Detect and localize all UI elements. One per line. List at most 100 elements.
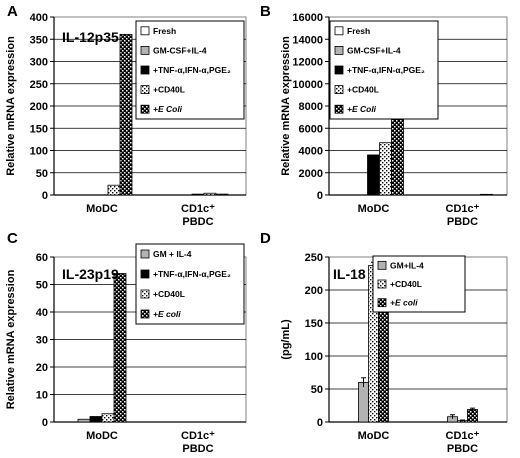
panel-d: D 0 50 100 150 200 250 (pg/mL) MoDC CD1c⁺PBDC IL-1… <box>260 230 508 455</box>
legend-swatch <box>377 279 387 289</box>
legend-swatch <box>140 85 150 94</box>
x-category-label: CD1c⁺ <box>446 430 480 442</box>
y-tick-label: 400 <box>30 12 48 24</box>
legend-swatch <box>334 46 344 55</box>
y-tick-label: 150 <box>30 123 48 135</box>
y-tick-label: 50 <box>311 384 323 396</box>
x-category-label-line2: PBDC <box>182 216 213 228</box>
bar-cd40l-modc <box>101 413 115 423</box>
bar-cd40l-modc <box>107 184 121 196</box>
bar-cd40l-cd1c <box>203 192 217 196</box>
legend: GM + IL-4 +TNF-α,IFN-α,PGE₂ +CD40L +E coli <box>135 243 245 325</box>
legend-label-fresh: Fresh <box>153 26 176 36</box>
legend-label-gm-csf-il-4: GM-CSF+IL-4 <box>153 45 207 55</box>
panel-a: A 0 50 100 150 200 250 300 350 400 Relative mRNA e… <box>5 3 247 228</box>
legend: Fresh GM-CSF+IL-4 +TNF-α,IFN-α,PGE₂ +CD40L +… <box>329 20 439 120</box>
y-tick-label: 12000 <box>292 57 323 69</box>
y-tick-label: 2000 <box>299 168 323 180</box>
y-tick-label: 100 <box>305 351 323 363</box>
y-tick-label: 14000 <box>292 34 323 46</box>
bar-tnf-ifn-pge-modc <box>367 154 380 196</box>
legend-swatch <box>377 298 387 308</box>
bar-e-coli-cd1c <box>215 193 229 196</box>
chart-title: IL-12p35 <box>62 29 119 45</box>
legend-label-e-coli: +E Coli <box>153 104 183 114</box>
y-axis-label: Relative mRNA expression <box>5 269 17 409</box>
y-axis-label: (pg/mL) <box>280 319 292 360</box>
chart-title: IL-23p19 <box>62 266 119 282</box>
y-tick-label: 100 <box>30 146 48 158</box>
legend-swatch <box>334 85 344 94</box>
x-category-label-line2: PBDC <box>447 443 478 455</box>
y-tick-label: 200 <box>30 101 48 113</box>
y-tick-label: 0 <box>317 417 323 429</box>
legend-box <box>135 20 245 120</box>
y-tick-label: 40 <box>36 307 48 319</box>
x-category-label: MoDC <box>86 430 118 442</box>
legend-swatch <box>140 249 150 259</box>
bar-e-coli-modc <box>113 273 127 423</box>
bar-gm-il-4-modc <box>77 418 91 423</box>
bar-gm-il-4-modc <box>358 381 369 423</box>
legend-label-e-coli: +E coli <box>153 309 181 319</box>
legend-box <box>329 20 439 120</box>
y-tick-label: 10000 <box>292 79 323 91</box>
bar-tnf-ifn-pge-cd1c <box>191 193 205 196</box>
legend: Fresh GM-CSF+IL-4 +TNF-α,IFN-α,PGE₂ +CD40L +… <box>135 20 245 120</box>
panel-letter: B <box>260 3 271 20</box>
legend-box <box>135 243 245 325</box>
y-tick-label: 8000 <box>299 101 323 113</box>
x-category-label: MoDC <box>86 203 118 215</box>
legend: GM+IL-4 +CD40L +E coli <box>372 255 466 313</box>
y-tick-label: 250 <box>30 79 48 91</box>
y-tick-label: 0 <box>42 417 48 429</box>
legend-label-gm-il-4: GM + IL-4 <box>153 249 192 259</box>
legend-swatch <box>334 104 344 114</box>
y-tick-label: 30 <box>36 335 48 347</box>
panel-letter: D <box>260 230 271 247</box>
legend-label-gm-il-4: GM+IL-4 <box>390 260 424 270</box>
y-tick-label: 4000 <box>299 146 323 158</box>
y-tick-label: 20 <box>36 362 48 374</box>
legend-label-gm-csf-il-4: GM-CSF+IL-4 <box>347 45 401 55</box>
legend-label-cd40l: +CD40L <box>347 85 379 95</box>
y-tick-label: 50 <box>36 280 48 292</box>
legend-swatch <box>140 104 150 114</box>
legend-label-e-coli: +E coli <box>390 298 418 308</box>
legend-label-tnf-ifn-pge: +TNF-α,IFN-α,PGE₂ <box>347 65 425 75</box>
y-tick-label: 350 <box>30 34 48 46</box>
panel-c: C 0 10 20 30 40 50 60 Relative mRNA expression Mo… <box>5 230 247 455</box>
y-tick-label: 300 <box>30 57 48 69</box>
y-tick-label: 200 <box>305 285 323 297</box>
y-axis-label: Relative mRNA expression <box>280 36 292 176</box>
legend-swatch <box>140 65 150 75</box>
bar-cd40l-modc <box>379 142 392 196</box>
bar-e-coli-cd1c <box>480 193 493 196</box>
legend-label-tnf-ifn-pge: +TNF-α,IFN-α,PGE₂ <box>153 269 231 279</box>
legend-label-cd40l: +CD40L <box>153 289 185 299</box>
legend-label-fresh: Fresh <box>347 26 370 36</box>
legend-label-e-coli: +E Coli <box>347 104 377 114</box>
bar-e-coli-cd1c <box>467 409 478 423</box>
legend-label-cd40l: +CD40L <box>390 279 422 289</box>
legend-swatch <box>140 46 150 55</box>
chart-title: IL-18 <box>333 266 366 282</box>
y-tick-label: 0 <box>42 190 48 202</box>
bar-e-coli-modc <box>119 33 133 196</box>
x-category-label: MoDC <box>358 203 390 215</box>
y-tick-label: 10 <box>36 390 48 402</box>
y-tick-label: 250 <box>305 252 323 264</box>
legend-box <box>372 255 466 313</box>
y-axis-label: Relative mRNA expression <box>5 36 17 176</box>
y-tick-label: 6000 <box>299 123 323 135</box>
legend-swatch <box>140 289 150 299</box>
panel-letter: C <box>7 230 18 247</box>
legend-swatch <box>334 65 344 75</box>
legend-swatch <box>140 26 150 36</box>
y-tick-label: 60 <box>36 252 48 264</box>
bar-tnf-ifn-pge-modc <box>89 416 103 423</box>
x-category-label: CD1c⁺ <box>446 203 480 215</box>
x-category-label-line2: PBDC <box>447 216 478 228</box>
x-category-label: MoDC <box>358 430 390 442</box>
